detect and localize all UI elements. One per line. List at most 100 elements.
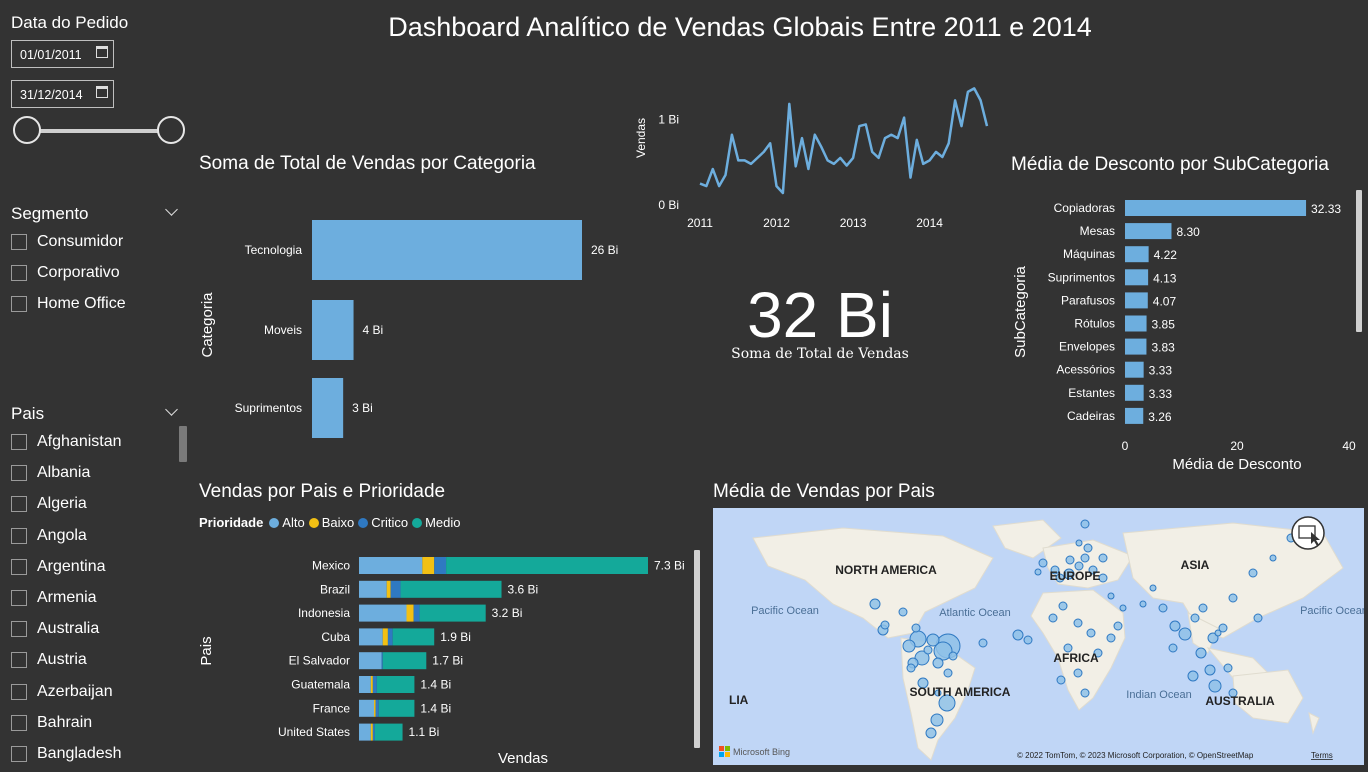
map-title: Média de Vendas por Pais [713, 481, 935, 502]
map-bubble [1195, 647, 1207, 659]
country-list-scrollbar[interactable] [179, 426, 187, 462]
map-label: AUSTRALIA [1205, 694, 1275, 708]
country-tick-label: Indonesia [298, 606, 350, 620]
checkbox[interactable] [11, 714, 27, 731]
map-terms-link: Terms [1311, 751, 1333, 760]
checkbox[interactable] [11, 496, 27, 513]
map-bubble [1056, 675, 1066, 685]
map-bubble [1228, 593, 1238, 603]
end-date-input[interactable]: 31/12/2014 [11, 80, 114, 108]
country-item-label: Albania [37, 464, 91, 482]
discount-bar [1125, 338, 1147, 355]
checkbox[interactable] [11, 558, 27, 575]
map-attribution: © 2022 TomTom, © 2023 Microsoft Corporat… [1017, 751, 1254, 760]
checkbox[interactable] [11, 527, 27, 544]
map-bubble [1073, 668, 1083, 678]
map-bubble [932, 657, 944, 669]
segment-item-label: Corporativo [37, 264, 120, 281]
country-item[interactable]: Armenia [11, 587, 97, 609]
map-select-button[interactable] [1291, 516, 1325, 550]
chevron-down-icon[interactable] [165, 403, 178, 416]
discount-bar [1125, 384, 1144, 401]
checkbox[interactable] [11, 746, 27, 762]
stacked-bar-segment [446, 557, 648, 574]
subcategory-tick-label: Acessórios [1056, 363, 1115, 377]
calendar-icon[interactable] [96, 46, 108, 58]
subcategory-tick-label: Rótulos [1074, 317, 1115, 331]
country-item-label: Austria [37, 651, 87, 669]
land-mass [1232, 669, 1304, 724]
country-item[interactable]: Afghanistan [11, 431, 122, 453]
segment-item[interactable]: Home Office [11, 293, 126, 315]
calendar-icon[interactable] [96, 86, 108, 98]
date-slider-start-handle[interactable] [13, 116, 41, 144]
map-label-edge: LIA [729, 693, 749, 707]
legend-title: Prioridade [199, 515, 264, 530]
country-item-label: Afghanistan [37, 433, 122, 450]
subcategory-tick-label: Copiadoras [1054, 201, 1115, 215]
discount-data-label: 3.85 [1152, 318, 1176, 332]
country-item[interactable]: Angola [11, 525, 87, 547]
start-date-input[interactable]: 01/01/2011 [11, 40, 114, 68]
map-bubble [1023, 635, 1033, 645]
legend-item[interactable]: Baixo [308, 515, 354, 530]
segment-item[interactable]: Consumidor [11, 231, 123, 253]
bing-logo-icon [725, 752, 730, 757]
subcategory-tick-label: Estantes [1068, 386, 1115, 400]
map-bubble [1055, 573, 1065, 583]
stacked-bar-segment [387, 628, 393, 646]
country-filter-title: Pais [11, 404, 45, 423]
checkbox[interactable] [11, 434, 27, 450]
map-bubble [1073, 618, 1083, 628]
world-map[interactable]: NORTH AMERICA EUROPE ASIA AFRICA SOUTH AMERI… [713, 508, 1364, 765]
legend-item[interactable]: Medio [412, 515, 461, 530]
category-tick-label: Suprimentos [235, 401, 302, 415]
country-item-label: Bangladesh [37, 745, 122, 762]
category-data-label: 26 Bi [591, 243, 618, 257]
checkbox[interactable] [11, 652, 27, 669]
country-item[interactable]: Azerbaijan [11, 681, 113, 703]
bing-logo-icon [719, 752, 724, 757]
map-bubble [1080, 519, 1090, 529]
map-bubble [1107, 592, 1115, 600]
chevron-down-icon[interactable] [165, 203, 178, 216]
stacked-bar-segment [359, 580, 387, 598]
country-item[interactable]: Bahrain [11, 712, 92, 734]
date-slider-track[interactable] [27, 129, 171, 133]
segment-item[interactable]: Corporativo [11, 262, 120, 284]
stacked-bar-segment [372, 676, 377, 693]
segment-item-label: Consumidor [37, 233, 124, 250]
map-canvas[interactable]: NORTH AMERICA EUROPE ASIA AFRICA SOUTH AMERI… [713, 508, 1364, 765]
sales-line-chart: Vendas 0 Bi 1 Bi 2011 2012 2013 2014 [634, 87, 989, 230]
legend-item[interactable]: Alto [269, 515, 305, 530]
discount-bar [1125, 315, 1147, 332]
map-bubble [923, 645, 933, 655]
checkbox[interactable] [11, 621, 27, 638]
date-slider-end-handle[interactable] [157, 116, 185, 144]
country-item[interactable]: Albania [11, 462, 90, 484]
legend-item[interactable]: Critico [358, 515, 408, 530]
country-item[interactable]: Australia [11, 618, 99, 640]
land-mass [752, 527, 994, 639]
map-label: EUROPE [1050, 569, 1101, 583]
discount-chart-scrollbar[interactable] [1356, 190, 1362, 332]
country-data-label: 3.6 Bi [508, 582, 539, 596]
stacked-bar-segment [390, 580, 401, 598]
map-bubble [1253, 613, 1263, 623]
checkbox[interactable] [11, 296, 27, 312]
map-bubble [1178, 627, 1192, 641]
checkbox[interactable] [11, 590, 27, 606]
subcategory-tick-label: Suprimentos [1048, 270, 1115, 284]
map-bubble [880, 620, 890, 630]
country-item[interactable]: Algeria [11, 493, 87, 515]
country-item[interactable]: Austria [11, 649, 87, 671]
kpi-label: Soma de Total de Vendas [731, 346, 909, 362]
country-chart-scrollbar[interactable] [694, 550, 700, 748]
country-item[interactable]: Bangladesh [11, 743, 122, 765]
checkbox[interactable] [11, 234, 27, 250]
checkbox[interactable] [11, 683, 27, 700]
country-item[interactable]: Argentina [11, 556, 106, 578]
discount-bar [1125, 292, 1148, 309]
checkbox[interactable] [11, 465, 27, 482]
checkbox[interactable] [11, 265, 27, 281]
